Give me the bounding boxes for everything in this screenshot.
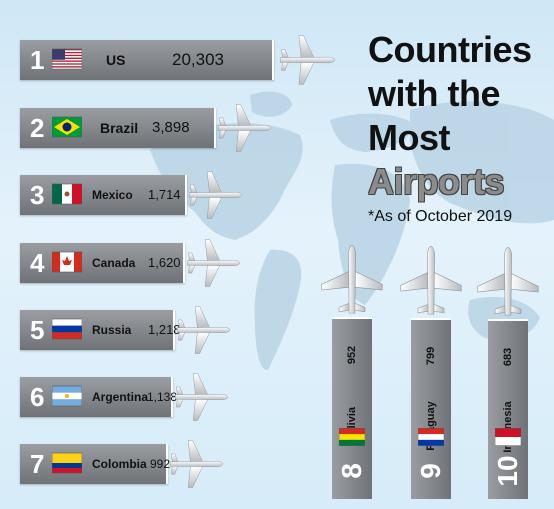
map-north-america [150,123,303,240]
airplane-icon [208,100,280,161]
title-line: Countries [368,29,532,70]
country-name: Mexico [92,188,133,202]
airplane-icon [179,167,251,228]
country-name: Brazil [100,120,139,136]
bar-row: 6 Argentina 1,138 [20,377,177,417]
bar-row: 3 Mexico 1,714 [20,175,187,215]
rank-number: 6 [30,382,45,412]
map-south-america [254,249,302,371]
airplane-icon [472,243,544,326]
airport-count: 1,620 [148,255,181,270]
rank-number: 9 [415,463,446,479]
bar-row: 4 Canada 1,620 [20,243,185,283]
mexico-flag-icon [51,183,83,205]
bar-row: 7 Colombia 992 [20,444,171,484]
rank-number: 7 [30,449,45,479]
airport-count: 1,138 [147,390,178,404]
subtitle: *As of October 2019 [368,208,513,225]
paraguay-flag-icon [417,427,445,447]
airplane-icon [316,241,388,324]
rank-number: 8 [336,463,367,479]
bar-column: 799 Paraguay 9 [411,318,451,499]
rank-number: 10 [492,455,523,487]
airport-count: 1,714 [148,187,181,202]
airport-count: 799 [425,346,437,366]
rank-number: 2 [30,113,45,143]
airplane-icon [177,235,249,296]
title-line-emphasis: Airports [368,161,505,202]
rank-number: 5 [30,315,45,345]
rank-number: 1 [30,45,45,75]
bar-row: 5 Russia 1,218 [20,310,181,350]
brazil-flag-icon [51,116,83,138]
bar-column: 683 Indonesia 10 [488,319,528,499]
airplane-icon [165,369,237,430]
bar-row: 1 US 20,303 [20,40,274,80]
country-name: Russia [92,323,132,337]
russia-flag-icon [51,318,83,340]
indonesia-flag-icon [494,427,522,447]
argentina-flag-icon [51,385,83,407]
airplane-icon [167,302,239,363]
rank-number: 4 [30,248,45,278]
airplane-icon [266,31,348,94]
map-greenland [250,91,292,117]
airplane-icon [160,436,232,497]
country-name: Argentina [92,390,149,404]
country-name: US [106,52,126,68]
canada-flag-icon [51,251,83,273]
airport-count: 952 [346,345,358,365]
rank-number: 3 [30,180,45,210]
airport-count: 1,218 [148,322,181,337]
country-name: Canada [92,256,136,270]
airport-count: 992 [150,457,171,471]
map-europe [330,113,415,152]
airport-count: 3,898 [152,119,190,136]
map-asia [410,101,554,224]
colombia-flag-icon [51,452,83,474]
title-line: with the [368,73,500,114]
title-line: Most [368,117,451,158]
airport-count: 20,303 [172,50,224,69]
us-flag-icon [51,48,83,70]
bolivia-flag-icon [338,427,366,447]
bar-row: 2 Brazil 3,898 [20,108,216,148]
country-name: Colombia [92,457,147,471]
bar-column: 952 Bolivia 8 [332,317,372,499]
airport-count: 683 [502,347,514,367]
airplane-icon [395,242,467,325]
title-block: Countries with the Most Airports [368,28,548,204]
